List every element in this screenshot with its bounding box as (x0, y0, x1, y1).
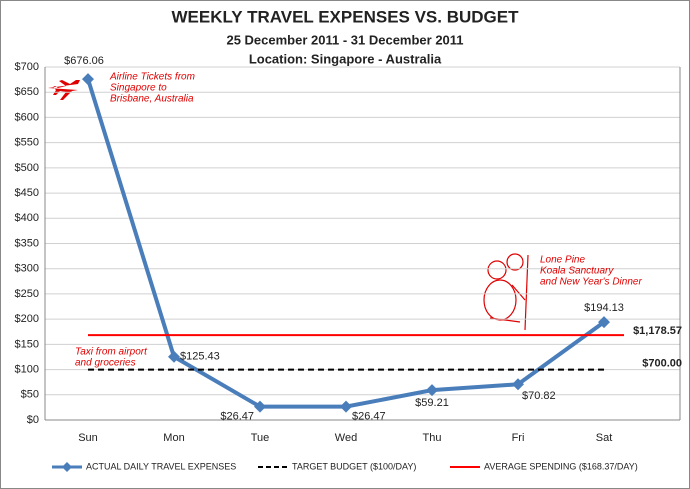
annotation: Koala Sanctuary (540, 266, 614, 277)
y-tick-label: $100 (15, 363, 39, 375)
y-tick-label: $650 (15, 86, 39, 98)
y-tick-label: $350 (15, 237, 39, 249)
y-tick-label: $250 (15, 288, 39, 300)
y-tick-label: $0 (27, 414, 39, 426)
x-tick-label: Fri (512, 432, 525, 444)
annotation: Lone Pine (540, 255, 585, 266)
data-point (254, 400, 266, 413)
koala-sketch (483, 253, 529, 331)
chart-subtitle: 25 December 2011 - 31 December 2011 (226, 32, 463, 47)
y-tick-label: $50 (21, 389, 39, 401)
data-point (340, 400, 352, 413)
annotation: and groceries (75, 358, 136, 369)
data-point (426, 384, 438, 397)
legend-marker (62, 462, 72, 472)
data-point (82, 73, 94, 86)
data-label: $26.47 (352, 411, 386, 423)
x-tick-label: Tue (251, 432, 270, 444)
airplane-icon (48, 80, 80, 100)
x-tick-label: Wed (335, 432, 357, 444)
total-label: $1,178.57 (633, 325, 682, 337)
legend-label: ACTUAL DAILY TRAVEL EXPENSES (86, 461, 236, 471)
x-tick-label: Mon (163, 432, 184, 444)
data-point (512, 378, 524, 391)
chart-location: Location: Singapore - Australia (249, 51, 442, 66)
legend-label: TARGET BUDGET ($100/DAY) (292, 461, 416, 471)
annotation: Brisbane, Australia (110, 94, 194, 105)
y-tick-label: $600 (15, 111, 39, 123)
annotation: Airline Tickets from (109, 72, 195, 83)
y-tick-label: $150 (15, 338, 39, 350)
legend-label: AVERAGE SPENDING ($168.37/DAY) (484, 461, 638, 471)
y-tick-label: $300 (15, 263, 39, 275)
data-label: $59.21 (415, 397, 449, 409)
annotation: Singapore to (110, 83, 167, 94)
y-tick-label: $700 (15, 61, 39, 73)
x-tick-label: Sun (78, 432, 98, 444)
y-tick-label: $200 (15, 313, 39, 325)
data-point (168, 350, 180, 363)
y-tick-label: $450 (15, 187, 39, 199)
y-tick-label: $550 (15, 137, 39, 149)
data-label: $676.06 (64, 55, 104, 67)
data-label: $125.43 (180, 351, 220, 363)
total-label: $700.00 (642, 357, 682, 369)
data-label: $70.82 (522, 390, 556, 402)
chart-title: WEEKLY TRAVEL EXPENSES VS. BUDGET (171, 7, 519, 26)
data-point (598, 316, 610, 329)
annotation: Taxi from airport (75, 347, 148, 358)
x-tick-label: Thu (423, 432, 442, 444)
annotation: and New Year's Dinner (540, 277, 642, 288)
x-tick-label: Sat (596, 432, 613, 444)
data-label: $194.13 (584, 302, 624, 314)
y-tick-label: $400 (15, 212, 39, 224)
y-tick-label: $500 (15, 162, 39, 174)
data-label: $26.47 (220, 411, 254, 423)
